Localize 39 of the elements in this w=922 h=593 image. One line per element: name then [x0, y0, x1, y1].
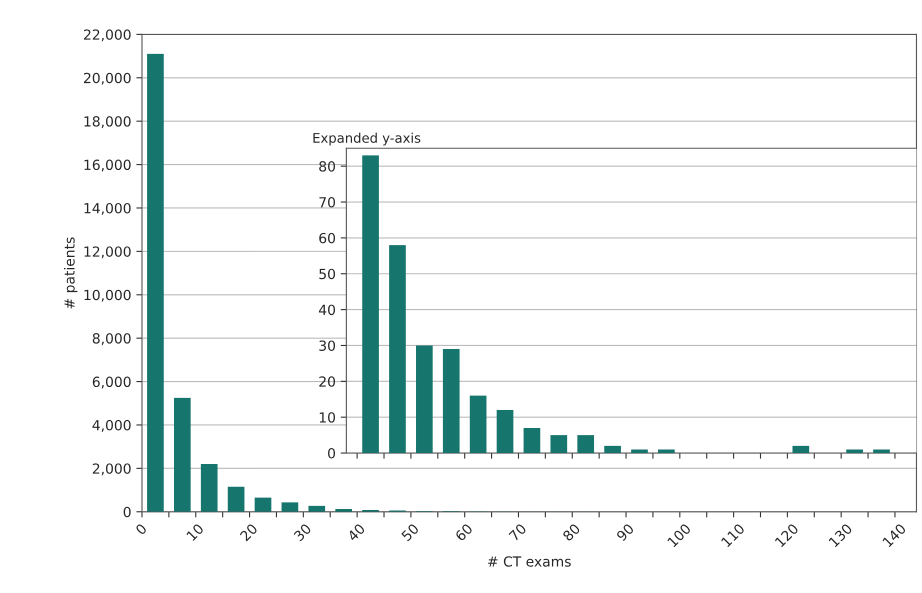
- y-tick-label: 2,000: [92, 463, 131, 476]
- x-tick-label: 110: [720, 523, 746, 548]
- y-tick-label: 8,000: [92, 333, 131, 346]
- y-tick-label: 60: [319, 232, 336, 244]
- y-tick-label: 6,000: [92, 376, 131, 388]
- y-tick-label: 0: [328, 448, 336, 459]
- x-tick-label: 130: [828, 523, 853, 548]
- x-tick-label: 90: [616, 523, 634, 542]
- x-tick-label: 0: [134, 523, 148, 536]
- y-tick-label: 12,000: [84, 246, 131, 258]
- y-tick-label: 40: [318, 304, 336, 316]
- x-tick-label: 80: [562, 523, 581, 542]
- y-tick-label: 4,000: [92, 420, 131, 432]
- y-tick-label: 80: [319, 161, 336, 172]
- y-tick-label: 18,000: [84, 116, 131, 128]
- y-tick-label: 16,000: [84, 160, 131, 172]
- x-tick-label: 100: [666, 523, 692, 548]
- x-tick-label: 140: [882, 523, 907, 548]
- x-tick-label: 50: [400, 523, 420, 542]
- y-tick-label: 10: [320, 412, 336, 423]
- y-tick-label: 30: [319, 340, 336, 351]
- x-tick-label: 40: [346, 523, 366, 542]
- x-tick-label: 10: [186, 523, 204, 542]
- chart-title: Expanded y-axis: [313, 132, 420, 146]
- x-tick-label: 60: [454, 523, 474, 542]
- x-tick-label: 30: [293, 523, 312, 542]
- x-tick-label: 120: [774, 523, 799, 548]
- y-tick-label: 0: [124, 506, 131, 518]
- y-tick-label: 70: [319, 197, 336, 208]
- x-tick-label: 20: [239, 523, 258, 542]
- x-axis-title: # CT exams: [488, 556, 571, 567]
- y-tick-label: 14,000: [84, 202, 131, 215]
- y-tick-label: 10,000: [84, 290, 131, 302]
- y-tick-label: 50: [319, 268, 336, 280]
- y-tick-label: 20: [319, 376, 336, 387]
- y-tick-label: 22,000: [84, 29, 131, 42]
- x-tick-label: 70: [508, 523, 527, 542]
- y-tick-label: 20,000: [84, 72, 131, 85]
- y-axis-title: # patients: [64, 237, 78, 308]
